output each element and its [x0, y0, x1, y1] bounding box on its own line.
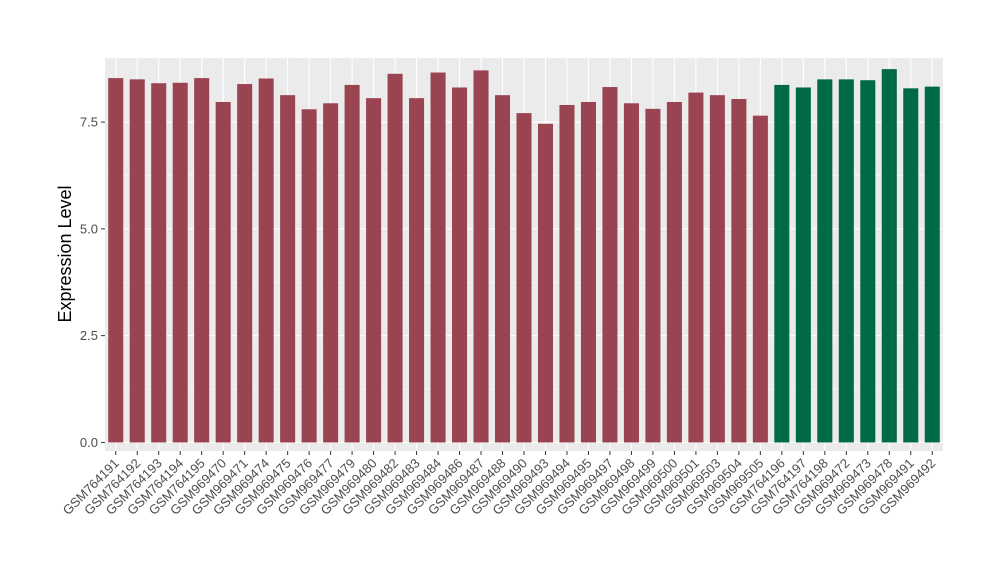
bar-GSM969488 [494, 95, 511, 443]
bar-GSM969503 [709, 95, 725, 443]
bar-GSM764195 [194, 78, 210, 443]
bar-GSM969484 [430, 72, 446, 443]
bar-GSM969499 [645, 108, 661, 443]
bar-GSM969492 [924, 86, 940, 443]
bar-GSM764197 [795, 87, 811, 443]
y-tick-label: 2.5 [80, 328, 98, 343]
bar-GSM764193 [151, 83, 167, 443]
bar-GSM969477 [323, 103, 339, 443]
bar-GSM969478 [881, 69, 897, 443]
bar-GSM969476 [301, 109, 317, 443]
bar-GSM969479 [344, 84, 360, 443]
bar-GSM969501 [688, 92, 704, 443]
bar-GSM969480 [366, 98, 382, 443]
bar-GSM969491 [903, 88, 919, 443]
bar-GSM969474 [258, 78, 274, 443]
bar-GSM764198 [817, 79, 833, 443]
y-tick-label: 5.0 [80, 221, 98, 236]
bar-GSM764196 [774, 84, 790, 443]
x-axis-ticks: GSM764191GSM764192GSM764193GSM764194GSM7… [60, 451, 938, 518]
bar-GSM969473 [860, 80, 876, 443]
bars [108, 69, 940, 443]
y-axis-title: Expression Level [55, 185, 75, 322]
bar-GSM969482 [387, 73, 403, 443]
y-tick-label: 7.5 [80, 115, 98, 130]
bar-GSM764194 [172, 82, 188, 443]
bar-GSM969504 [731, 99, 747, 443]
bar-GSM969497 [602, 87, 618, 443]
bar-GSM969500 [666, 101, 682, 443]
bar-GSM969483 [409, 98, 425, 443]
bar-GSM969493 [537, 123, 554, 443]
bar-GSM969486 [452, 87, 468, 443]
y-axis-ticks: 0.0 2.5 5.0 7.5 [80, 115, 105, 450]
bar-GSM969495 [580, 101, 596, 443]
bar-GSM969505 [752, 115, 768, 443]
bar-GSM969498 [623, 103, 639, 443]
bar-GSM764191 [108, 78, 124, 443]
bar-GSM969475 [280, 95, 296, 443]
bar-GSM969472 [838, 79, 854, 443]
bar-GSM969487 [473, 70, 489, 443]
bar-GSM969490 [516, 113, 532, 443]
y-tick-label: 0.0 [80, 435, 98, 450]
bar-GSM969471 [237, 84, 253, 443]
bar-GSM969494 [559, 104, 575, 443]
bar-GSM764192 [129, 79, 145, 443]
bar-GSM969470 [215, 101, 231, 443]
